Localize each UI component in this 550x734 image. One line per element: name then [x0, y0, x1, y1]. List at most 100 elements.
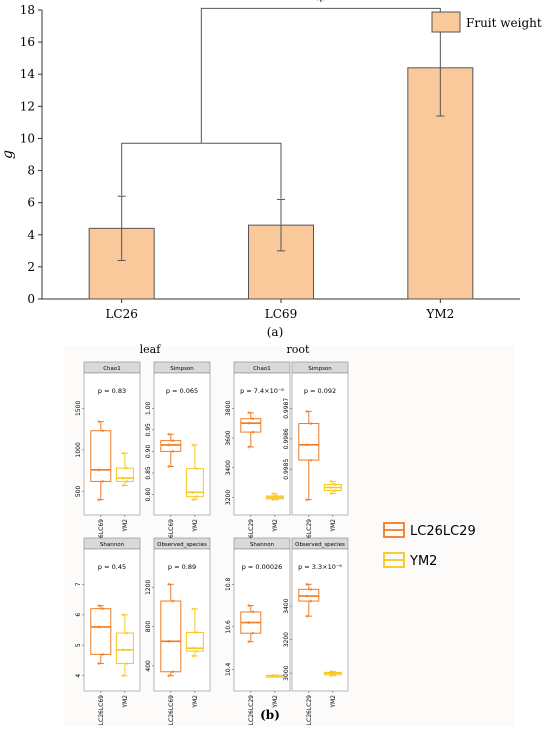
y-tick-label: 0.9987: [283, 398, 290, 419]
facet-frame: [153, 548, 211, 692]
data-point: [97, 468, 101, 472]
data-point: [191, 646, 195, 650]
y-tick-label: 3200: [225, 490, 232, 505]
facet-title: Observed_species: [157, 542, 207, 548]
box: [160, 440, 182, 452]
facet-title: Simpson: [170, 366, 194, 372]
data-point: [125, 631, 129, 635]
facet-frame: [83, 372, 141, 516]
data-point: [195, 467, 199, 471]
y-tick-label: 10.4: [225, 662, 232, 676]
y-tick-label: 10.8: [225, 577, 232, 591]
data-point: [101, 429, 105, 433]
data-point: [275, 494, 279, 498]
facet-frame: [153, 372, 211, 516]
data-point: [195, 495, 199, 499]
data-point: [171, 599, 175, 603]
data-point: [309, 587, 313, 591]
x-tick-label: LC26LC29: [306, 695, 313, 726]
data-point: [251, 610, 255, 614]
data-point: [97, 662, 101, 665]
facet-frame: [291, 548, 349, 692]
panel-b-label: (b): [260, 708, 280, 722]
data-point: [195, 631, 199, 634]
data-point: [121, 476, 125, 480]
facet-title: Shannon: [100, 542, 125, 548]
y-tick-label: 0.95: [145, 423, 152, 437]
data-point: [97, 420, 101, 424]
data-point: [121, 613, 125, 617]
box: [185, 468, 204, 498]
data-point: [191, 498, 195, 502]
facet-frame: [291, 372, 349, 516]
y-tick-label: 3400: [283, 598, 290, 613]
data-point: [333, 673, 337, 677]
box: [115, 632, 134, 665]
y-tick-label: 0.80: [145, 488, 152, 502]
facet-title: Chao1: [103, 366, 121, 372]
data-point: [329, 480, 333, 483]
data-point: [275, 497, 279, 501]
y-tick-label: 1.00: [145, 401, 152, 415]
x-tick-label: YM2: [192, 519, 199, 533]
data-point: [171, 450, 175, 453]
data-point: [121, 451, 125, 455]
data-point: [195, 649, 199, 653]
data-point: [271, 496, 275, 499]
data-point: [101, 480, 105, 483]
x-tick-label: LC69: [265, 307, 297, 321]
data-point: [251, 631, 255, 635]
box: [160, 600, 182, 673]
y-tick-label: 0.9986: [283, 428, 290, 449]
y-tick-label: 3800: [225, 400, 232, 415]
y-tick-label: 4: [75, 674, 82, 678]
data-point: [333, 483, 337, 486]
data-point: [247, 421, 251, 425]
data-point: [329, 486, 333, 489]
x-tick-label: YM2: [122, 519, 129, 533]
x-tick-label: LC26LC69: [98, 695, 105, 726]
data-point: [247, 640, 251, 644]
y-tick-label: 0.85: [145, 466, 152, 480]
p-value: p = 0.00026: [242, 563, 283, 571]
x-tick-label: LC26: [105, 307, 137, 321]
data-point: [329, 670, 333, 673]
data-point: [101, 607, 105, 611]
data-point: [329, 674, 333, 678]
y-tick-label: 800: [145, 621, 152, 633]
p-value: p = 0.45: [98, 563, 126, 571]
data-point: [121, 484, 125, 487]
box: [240, 418, 262, 433]
x-tick-label: LC26LC69: [168, 519, 175, 550]
data-point: [167, 432, 171, 436]
facet-title: Observed_species: [295, 542, 345, 548]
panel-a-label: (a): [267, 325, 284, 339]
data-point: [167, 582, 171, 586]
data-point: [271, 498, 275, 502]
data-point: [275, 674, 279, 678]
x-tick-label: YM2: [122, 695, 129, 709]
box: [185, 631, 204, 652]
data-point: [167, 674, 171, 678]
p-value: p = 0.065: [166, 387, 198, 395]
boxplot-simpson-1: Simpson p = 0.065 1.00 0.95 0.90 0.85 0.80 LC26…: [145, 361, 211, 550]
y-tick-label: 5: [75, 643, 82, 647]
x-tick-label: YM2: [272, 519, 279, 533]
x-tick-label: LC26LC69: [98, 519, 105, 550]
y-tick-label: 3200: [283, 632, 290, 647]
data-point: [305, 614, 309, 618]
x-tick-label: YM2: [192, 695, 199, 709]
data-point: [333, 670, 337, 674]
significance-star: *: [317, 0, 325, 10]
y-tick-label: 4: [27, 228, 35, 242]
facet-title: Simpson: [308, 366, 332, 372]
data-point: [125, 480, 129, 483]
y-tick-label: 10: [20, 131, 35, 145]
data-point: [97, 604, 101, 608]
box: [90, 608, 112, 655]
x-tick-label: YM2: [330, 519, 337, 533]
legend-label: Fruit weight: [466, 16, 542, 30]
facet-title: Chao1: [253, 366, 271, 372]
legend-label-0: LC26LC29: [410, 524, 476, 539]
